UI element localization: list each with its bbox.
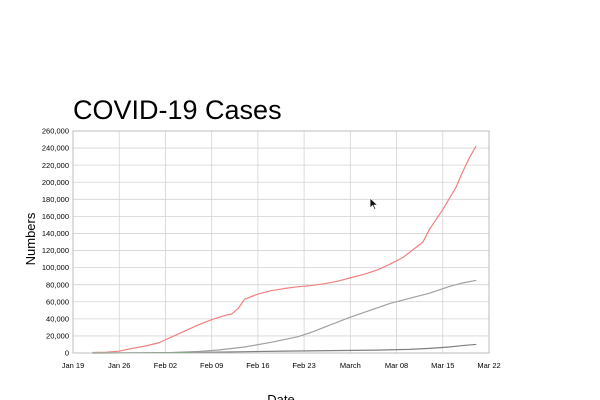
y-tick-label: 220,000 <box>42 161 69 170</box>
y-tick-label: 200,000 <box>42 178 69 187</box>
x-tick-label: Feb 23 <box>292 361 315 370</box>
grid <box>72 130 490 354</box>
x-axis-title: Date <box>267 392 294 400</box>
series-line <box>92 145 477 354</box>
y-tick-label: 80,000 <box>46 280 69 289</box>
x-tick-label: Feb 16 <box>246 361 269 370</box>
y-tick-label: 180,000 <box>42 195 69 204</box>
x-tick-label: Jan 19 <box>62 361 85 370</box>
x-tick-label: Mar 22 <box>477 361 500 370</box>
x-tick-label: Feb 09 <box>200 361 223 370</box>
mouse-pointer-icon <box>369 197 379 211</box>
plot-frame <box>72 130 490 354</box>
series-line <box>92 279 477 354</box>
y-tick-label: 60,000 <box>46 297 69 306</box>
y-tick-label: 20,000 <box>46 332 69 341</box>
x-tick-label: Jan 26 <box>108 361 131 370</box>
x-tick-label: Mar 08 <box>385 361 408 370</box>
y-tick-label: 140,000 <box>42 229 69 238</box>
series-line <box>92 343 477 354</box>
chart-title: COVID-19 Cases <box>73 95 282 125</box>
y-axis-title: Numbers <box>23 212 38 265</box>
y-tick-label: 260,000 <box>42 127 69 136</box>
y-axis-ticks: 0 20,000 40,000 60,000 80,000 100,000 120,000 1… <box>42 127 69 358</box>
y-tick-label: 160,000 <box>42 212 69 221</box>
x-axis-ticks: Jan 19 Jan 26 Feb 02 Feb 09 Feb 16 Feb 23 Marc… <box>62 361 501 370</box>
y-tick-label: 100,000 <box>42 263 69 272</box>
y-tick-label: 40,000 <box>46 314 69 323</box>
y-tick-label: 0 <box>65 349 69 358</box>
x-tick-label: Mar 15 <box>431 361 454 370</box>
x-tick-label: March <box>340 361 361 370</box>
y-tick-label: 240,000 <box>42 144 69 153</box>
x-tick-label: Feb 02 <box>154 361 177 370</box>
y-tick-label: 120,000 <box>42 246 69 255</box>
series-lines <box>92 145 477 354</box>
